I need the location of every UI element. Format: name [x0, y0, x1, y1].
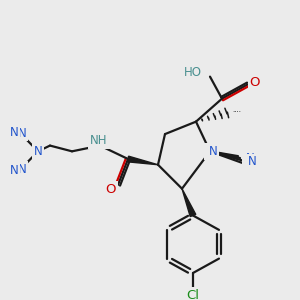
Text: N: N	[206, 145, 214, 158]
Text: N: N	[246, 152, 254, 164]
Text: NH: NH	[90, 134, 108, 147]
Text: N: N	[18, 127, 26, 140]
Text: Cl: Cl	[187, 289, 200, 300]
Text: O: O	[250, 76, 260, 89]
Polygon shape	[182, 189, 196, 217]
Text: N: N	[10, 126, 19, 139]
Text: N: N	[248, 155, 257, 168]
Text: N: N	[18, 163, 26, 176]
Text: N: N	[244, 151, 252, 164]
Text: N: N	[34, 145, 42, 158]
Text: N: N	[10, 164, 19, 177]
Text: N: N	[208, 145, 217, 158]
Text: HO: HO	[184, 66, 202, 79]
Polygon shape	[128, 156, 158, 165]
Text: ····: ····	[232, 109, 241, 115]
Text: O: O	[106, 183, 116, 196]
Text: N: N	[244, 149, 253, 162]
